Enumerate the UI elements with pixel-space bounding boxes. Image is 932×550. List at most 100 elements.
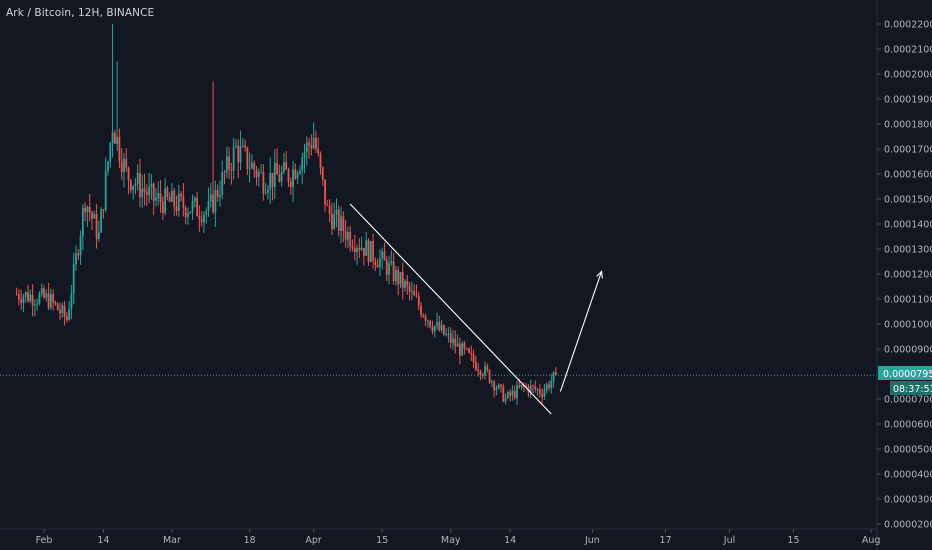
candle-body bbox=[502, 386, 505, 402]
candle-body bbox=[385, 260, 388, 275]
candle-body bbox=[518, 385, 521, 388]
candle-body bbox=[123, 158, 125, 173]
candle-body bbox=[500, 384, 502, 387]
candle-body bbox=[221, 172, 224, 195]
candle-body bbox=[349, 231, 352, 247]
candle-body bbox=[93, 214, 96, 219]
candle-body bbox=[458, 343, 461, 356]
candle-body bbox=[376, 264, 379, 268]
candle-body bbox=[20, 299, 23, 304]
candle-body bbox=[344, 231, 347, 240]
candle-body bbox=[554, 371, 557, 376]
candle-body bbox=[109, 143, 112, 162]
candle-body bbox=[17, 294, 20, 300]
candle-body bbox=[481, 375, 484, 376]
candle-body bbox=[529, 385, 532, 393]
candle-body bbox=[484, 366, 486, 376]
candle-body bbox=[230, 169, 233, 171]
candle-body bbox=[422, 315, 425, 317]
candle-body bbox=[315, 137, 317, 150]
y-tick-label: 0.0000700 bbox=[884, 395, 932, 406]
chart-title: Ark / Bitcoin, 12H, BINANCE bbox=[6, 7, 155, 19]
candle-body bbox=[257, 172, 260, 178]
arrow-drawing[interactable] bbox=[559, 271, 603, 392]
candle-body bbox=[111, 132, 114, 144]
candle-body bbox=[251, 163, 253, 169]
candle-body bbox=[541, 393, 544, 397]
candle-body bbox=[132, 185, 135, 191]
candle-body bbox=[145, 191, 148, 196]
candle-body bbox=[164, 188, 167, 214]
candle-body bbox=[155, 198, 157, 201]
candle-body bbox=[127, 167, 130, 181]
y-axis[interactable]: 0.0000200 0.0000300 0.0000400 0.0000500 0.00… bbox=[876, 0, 932, 550]
candle-body bbox=[31, 294, 34, 306]
candle-body bbox=[449, 333, 452, 344]
candle-body bbox=[75, 253, 77, 264]
candle-body bbox=[157, 193, 160, 199]
candle-body bbox=[461, 343, 464, 356]
candle-body bbox=[191, 201, 194, 212]
candle-body bbox=[260, 171, 262, 173]
candle-body bbox=[223, 172, 226, 173]
candle-body bbox=[232, 146, 235, 171]
x-tick-label: 18 bbox=[244, 535, 256, 546]
x-tick-label: 17 bbox=[659, 535, 671, 546]
y-tick-label: 0.0001300 bbox=[884, 245, 932, 256]
candle-body bbox=[342, 216, 345, 232]
candle-body bbox=[63, 305, 66, 317]
candle-body bbox=[436, 322, 438, 326]
candle-body bbox=[136, 173, 139, 185]
candle-body bbox=[271, 172, 274, 187]
candle-body bbox=[209, 194, 212, 202]
candle-body bbox=[552, 371, 555, 382]
y-tick-label: 0.0000900 bbox=[884, 345, 932, 356]
candle-body bbox=[116, 136, 119, 144]
candle-body bbox=[180, 193, 182, 197]
candle-body bbox=[305, 142, 308, 153]
candle-body bbox=[207, 201, 210, 212]
x-tick-label: Mar bbox=[163, 535, 181, 546]
candle-body bbox=[29, 294, 32, 302]
candle-body bbox=[358, 247, 361, 250]
candle-body bbox=[248, 168, 251, 170]
y-tick-label: 0.0001000 bbox=[884, 320, 932, 331]
candle-body bbox=[463, 343, 466, 349]
candle-body bbox=[363, 247, 365, 256]
candle-body bbox=[392, 261, 395, 282]
candle-body bbox=[401, 272, 404, 288]
y-tick-label: 0.0002100 bbox=[884, 45, 932, 56]
y-tick-label: 0.0000300 bbox=[884, 495, 932, 506]
candle-body bbox=[129, 180, 132, 191]
x-axis[interactable]: Feb 14 Mar 18 Apr 15 May 14 Jun 17 Jul 15 Aug bbox=[0, 528, 880, 546]
candle-body bbox=[378, 258, 381, 268]
y-tick-label: 0.0001700 bbox=[884, 145, 932, 156]
candle-body bbox=[45, 293, 48, 298]
candle-body bbox=[470, 352, 473, 355]
candle-body bbox=[372, 241, 374, 261]
candle-body bbox=[36, 303, 39, 305]
candle-body bbox=[187, 213, 189, 218]
candle-body bbox=[214, 189, 217, 213]
candle-body bbox=[310, 145, 313, 148]
trendline-drawing[interactable] bbox=[349, 203, 552, 415]
countdown-badge-bg bbox=[890, 381, 932, 395]
drawings-layer bbox=[349, 203, 603, 415]
candle-body bbox=[319, 153, 322, 168]
candle-body bbox=[125, 158, 128, 168]
candle-body bbox=[161, 202, 164, 214]
x-tick-label: Apr bbox=[305, 535, 322, 546]
candle-body bbox=[205, 211, 208, 215]
candle-body bbox=[285, 162, 288, 170]
candle-body bbox=[81, 207, 84, 237]
candle-body bbox=[120, 160, 123, 173]
candle-body bbox=[292, 169, 294, 187]
candle-body bbox=[388, 263, 390, 275]
candle-body bbox=[100, 209, 103, 233]
candle-body bbox=[347, 231, 349, 240]
candle-body bbox=[276, 162, 278, 175]
candle-body bbox=[38, 294, 41, 304]
candle-body bbox=[426, 320, 429, 322]
candle-body bbox=[495, 388, 498, 391]
